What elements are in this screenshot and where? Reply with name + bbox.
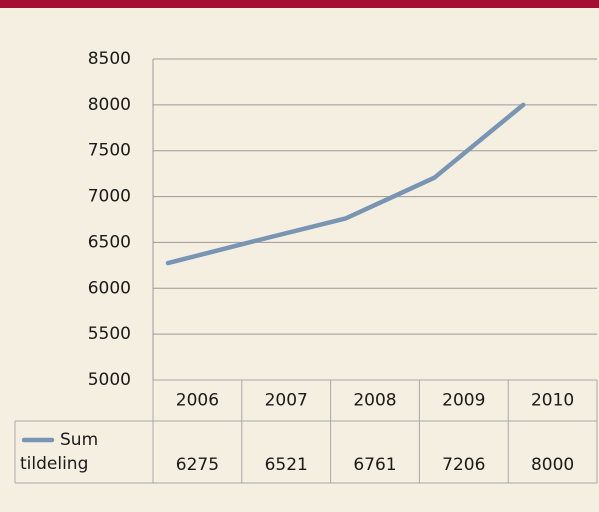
top-bar — [0, 0, 599, 8]
legend-label: Sum tildeling — [20, 430, 104, 474]
table-value: 6521 — [265, 455, 308, 475]
y-tick-label: 8500 — [88, 49, 131, 69]
y-tick-label: 6000 — [88, 278, 131, 298]
table-value: 7206 — [442, 455, 485, 475]
legend-word: tildeling — [20, 454, 88, 474]
series-line — [165, 102, 526, 266]
y-tick-label: 7000 — [88, 187, 131, 207]
table-value: 8000 — [531, 455, 574, 475]
x-tick-label: 2010 — [531, 391, 574, 411]
y-tick-label: 6500 — [88, 232, 131, 252]
legend-word: Sum — [60, 430, 104, 450]
y-tick-label: 7500 — [88, 141, 131, 161]
x-tick-label: 2007 — [265, 391, 308, 411]
x-tick-label: 2006 — [176, 391, 219, 411]
x-tick-label: 2009 — [442, 391, 485, 411]
x-tick-label: 2008 — [353, 391, 396, 411]
table-value: 6761 — [353, 455, 396, 475]
y-tick-label: 8000 — [88, 95, 131, 115]
y-tick-label: 5000 — [88, 370, 131, 390]
table-value: 6275 — [176, 455, 219, 475]
y-tick-label: 5500 — [88, 324, 131, 344]
